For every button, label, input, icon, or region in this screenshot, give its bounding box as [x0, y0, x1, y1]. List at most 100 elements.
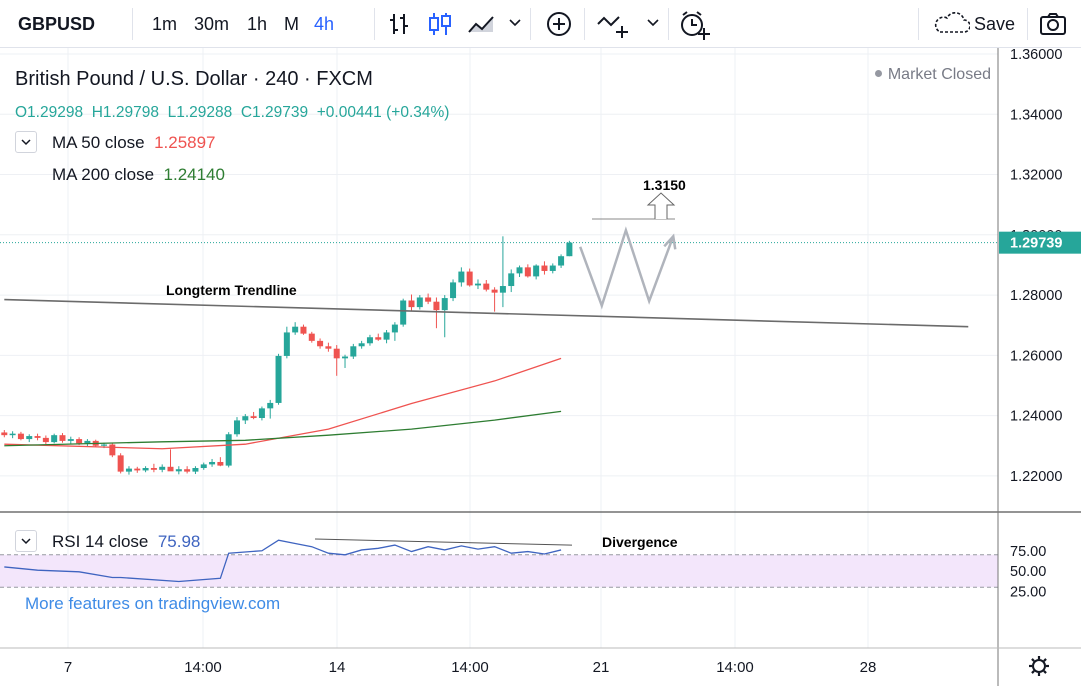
candle-body	[217, 461, 224, 466]
candle-body	[283, 332, 290, 356]
candle-body	[458, 271, 465, 283]
price-tick-label: 1.28000	[1010, 288, 1062, 304]
settings-gear-icon[interactable]	[1029, 656, 1049, 676]
candle-body	[109, 444, 116, 456]
area-chart-icon[interactable]	[466, 10, 496, 38]
rsi-legend[interactable]: RSI 14 close 75.98	[52, 532, 200, 552]
collapse-legend-button[interactable]	[15, 131, 37, 153]
trendline-label: Longterm Trendline	[166, 282, 297, 298]
ma50-legend[interactable]: MA 50 close 1.25897	[52, 133, 216, 153]
compare-icon[interactable]	[596, 10, 630, 40]
candle-body	[391, 324, 398, 333]
candle-body	[258, 408, 265, 418]
price-tick-label: 1.34000	[1010, 107, 1062, 123]
candle-body	[17, 433, 24, 440]
candle-body	[350, 346, 357, 357]
rsi-axis-labels: 75.00 50.00 25.00	[1010, 544, 1046, 601]
alert-clock-icon[interactable]	[678, 10, 712, 40]
candle-body	[9, 433, 16, 436]
candle-body	[558, 256, 565, 266]
rsi-label: RSI 14 close	[52, 532, 149, 551]
camera-icon[interactable]	[1038, 10, 1068, 38]
candles-icon[interactable]	[426, 10, 454, 38]
price-tick-label: 1.22000	[1010, 469, 1062, 485]
price-tick-label: 1.24000	[1010, 409, 1062, 425]
candle-body	[450, 282, 457, 299]
toolbar-divider	[374, 8, 375, 40]
chevron-down-icon[interactable]	[646, 16, 660, 30]
candle-body	[333, 348, 340, 359]
toolbar-divider	[132, 8, 133, 40]
price-tick-label: 1.32000	[1010, 168, 1062, 184]
ohlc-close: C1.29739	[240, 104, 309, 121]
interval-1m[interactable]: 1m	[152, 14, 178, 34]
interval-1h[interactable]: 1h	[247, 14, 268, 34]
ma50-value: 1.25897	[154, 133, 216, 152]
candle-body	[209, 461, 216, 465]
time-tick-label: 28	[860, 659, 877, 676]
add-indicator-icon[interactable]	[545, 10, 573, 38]
target-arrow-icon	[646, 192, 676, 219]
cloud-icon[interactable]	[932, 12, 970, 36]
time-axis-labels: 7 14:00 14 14:00 21 14:00 28	[64, 659, 877, 676]
longterm-trendline	[4, 298, 969, 328]
projection-arrowhead	[663, 233, 677, 250]
time-tick-label: 14:00	[184, 659, 222, 676]
candle-body	[59, 435, 66, 441]
candle-body	[76, 439, 83, 444]
symbol-search[interactable]: GBPUSD	[18, 14, 96, 34]
ohlc-low: L1.29288	[167, 104, 233, 121]
gear-tooth	[1031, 670, 1035, 674]
interval-4h[interactable]: 4h	[314, 14, 335, 34]
candle-body	[125, 468, 132, 472]
save-button[interactable]: Save	[974, 14, 1016, 34]
interval-30m[interactable]: 30m	[194, 14, 230, 34]
time-tick-label: 21	[593, 659, 610, 676]
ohlc-high: H1.29798	[91, 104, 159, 121]
ma200-legend[interactable]: MA 200 close 1.24140	[52, 165, 225, 185]
time-tick-label: 14:00	[451, 659, 489, 676]
chevron-down-icon[interactable]	[508, 16, 522, 30]
gear-tooth	[1043, 658, 1047, 662]
candle-body	[491, 289, 498, 293]
watermark: More features on tradingview.com	[25, 594, 280, 613]
candle-body	[134, 468, 141, 471]
ma50-line	[4, 357, 562, 450]
ma200-label: MA 200 close	[52, 165, 155, 184]
candle-body	[416, 297, 423, 308]
interval-month[interactable]: M	[284, 14, 299, 34]
candle-body	[300, 326, 307, 334]
candle-body	[425, 297, 432, 302]
collapse-rsi-button[interactable]	[15, 530, 37, 552]
rsi-level-lines	[0, 554, 998, 588]
price-tick-label: 1.26000	[1010, 348, 1062, 364]
candle-body	[233, 420, 240, 435]
candle-body	[366, 337, 373, 344]
candle-body	[400, 300, 407, 325]
candle-body	[34, 436, 41, 438]
chart-grid	[0, 48, 998, 648]
candle-body	[142, 468, 149, 471]
candle-body	[358, 343, 365, 347]
candle-body	[26, 436, 33, 440]
candle-body	[325, 346, 332, 349]
candle-body	[499, 286, 506, 293]
gear-ring	[1032, 659, 1046, 673]
toolbar-divider	[584, 8, 585, 40]
candle-body	[433, 301, 440, 311]
candle-body	[42, 437, 49, 443]
target-label: 1.3150	[643, 177, 686, 193]
ma200-value: 1.24140	[163, 165, 225, 184]
bar-chart-icon[interactable]	[386, 10, 414, 38]
ohlc-change: +0.00441 (+0.34%)	[316, 104, 450, 121]
rsi-tick-label: 75.00	[1010, 544, 1046, 560]
candle-body	[184, 469, 191, 472]
candle-body	[117, 455, 124, 472]
candle-body	[1, 432, 8, 436]
status-dot-icon	[874, 70, 882, 77]
candle-body	[225, 434, 232, 466]
candle-body	[516, 267, 523, 274]
market-status-text: Market Closed	[887, 66, 991, 83]
candle-body	[441, 298, 448, 311]
